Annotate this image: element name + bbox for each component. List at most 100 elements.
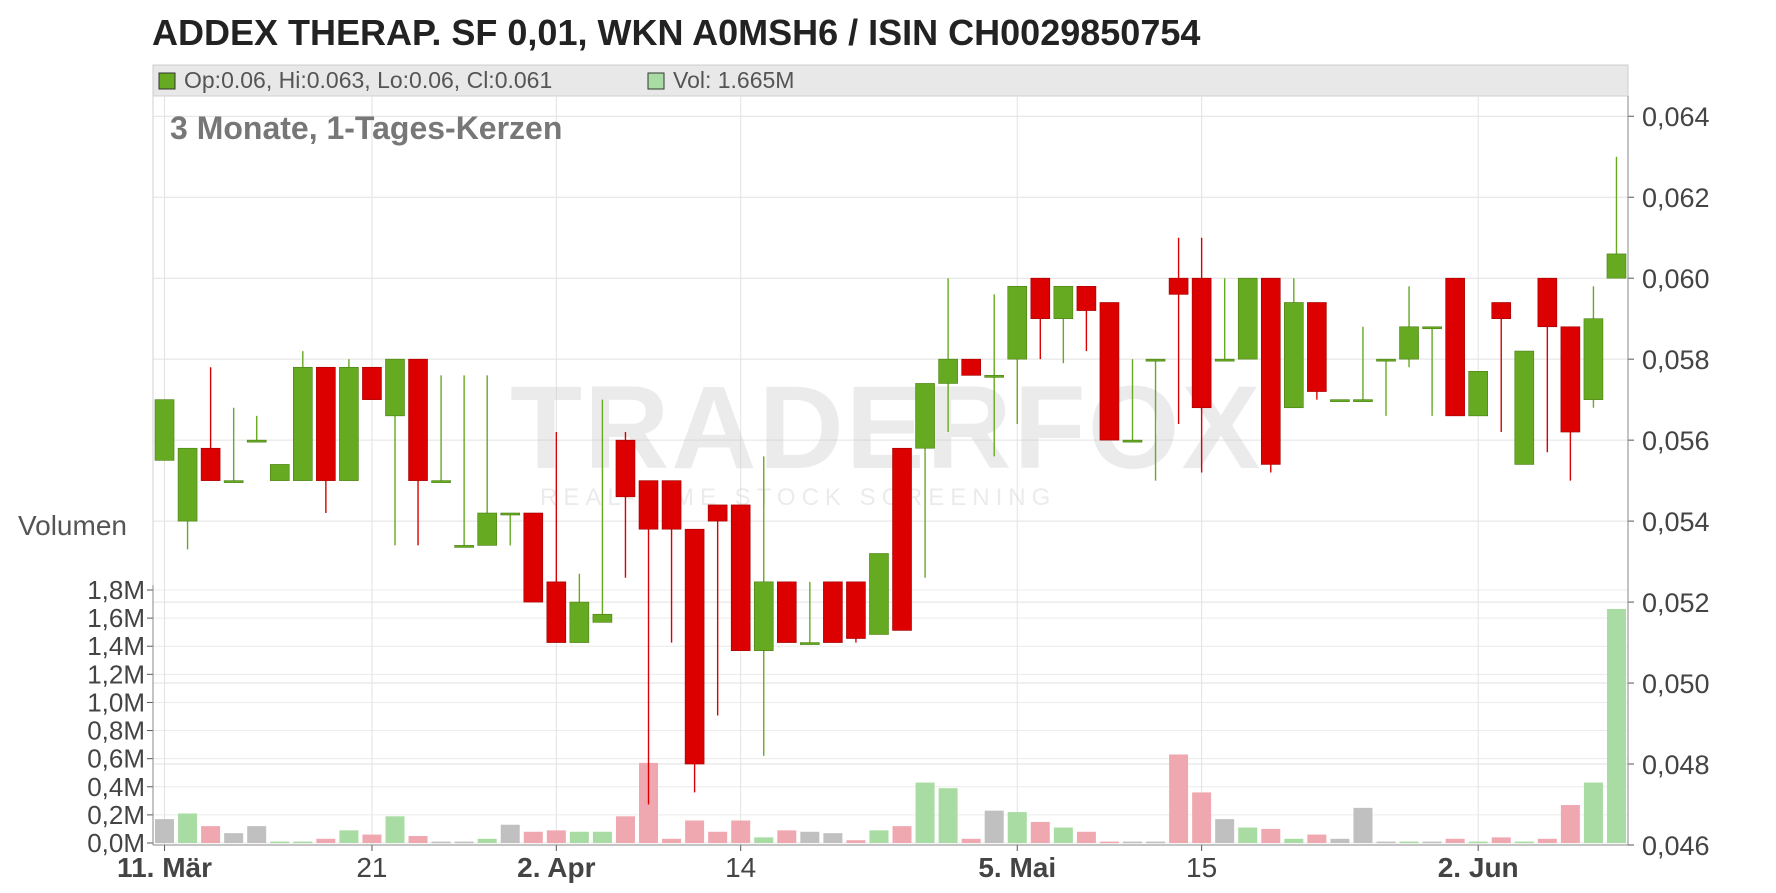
- price-tick-label: 0,046: [1642, 831, 1710, 861]
- candle-body-down: [615, 439, 636, 498]
- price-tick-label: 0,058: [1642, 345, 1710, 375]
- volume-bar: [362, 834, 382, 843]
- volume-bar: [1491, 837, 1511, 843]
- volume-bar: [731, 820, 751, 843]
- volume-bar: [869, 830, 889, 843]
- price-tick-label: 0,048: [1642, 750, 1710, 780]
- price-tick-label: 0,052: [1642, 588, 1710, 618]
- volume-bar: [1376, 841, 1396, 844]
- candle-body-up: [984, 375, 1005, 378]
- candle-body-up: [269, 464, 290, 481]
- candle-body-down: [1307, 302, 1327, 392]
- candle-body-up: [431, 480, 451, 483]
- volume-bar: [385, 816, 405, 843]
- volume-bar: [523, 831, 543, 843]
- candle-body-up: [246, 439, 267, 443]
- volume-bar: [316, 838, 336, 843]
- chart-subtitle: 3 Monate, 1-Tages-Kerzen: [170, 110, 562, 146]
- volume-bar: [339, 830, 359, 843]
- volume-tick-label: 0,4M: [87, 772, 145, 802]
- volume-axis-title: Volumen: [18, 510, 127, 541]
- legend-ohlc-text: Op:0.06, Hi:0.063, Lo:0.06, Cl:0.061: [184, 67, 552, 93]
- volume-bar: [1192, 792, 1212, 843]
- volume-bar: [178, 813, 198, 843]
- volume-bar: [961, 838, 981, 843]
- candle-body-down: [200, 447, 221, 481]
- volume-bar: [823, 833, 843, 843]
- volume-bar: [224, 833, 244, 843]
- legend-bar: [152, 64, 1629, 97]
- volume-bar: [938, 788, 958, 843]
- volume-bar: [546, 830, 566, 843]
- date-tick-label: 2. Apr: [517, 852, 595, 883]
- candle-body-up: [1583, 318, 1604, 400]
- candle-body-down: [362, 366, 382, 400]
- volume-bar: [477, 838, 497, 843]
- candle-body-down: [1491, 302, 1512, 319]
- candle-body-down: [823, 581, 843, 643]
- candle-body-down: [523, 512, 544, 603]
- candle-body-down: [316, 366, 336, 481]
- candle-body-up: [500, 512, 521, 516]
- price-tick-label: 0,056: [1642, 426, 1710, 456]
- candle-body-up: [454, 545, 474, 548]
- price-tick-label: 0,054: [1642, 507, 1710, 537]
- date-tick-label: 11. Mär: [117, 852, 212, 883]
- candle-body-down: [1260, 277, 1281, 465]
- candle-body-down: [1099, 302, 1120, 441]
- volume-bar: [1122, 841, 1142, 844]
- volume-bar: [408, 835, 428, 843]
- volume-bar: [201, 826, 221, 843]
- volume-bar: [454, 841, 474, 844]
- candle-body-down: [638, 480, 659, 530]
- volume-tick-label: 1,4M: [87, 631, 145, 661]
- volume-bar: [1030, 821, 1050, 843]
- candle-body-down: [1168, 277, 1189, 295]
- price-tick-label: 0,062: [1642, 183, 1710, 213]
- price-tick-label: 0,064: [1642, 102, 1710, 132]
- volume-bar: [569, 831, 589, 843]
- volume-bar: [1606, 608, 1626, 843]
- candle-body-up: [869, 553, 889, 635]
- candle-body-down: [892, 447, 912, 631]
- volume-bar: [846, 840, 866, 843]
- chart-title: ADDEX THERAP. SF 0,01, WKN A0MSH6 / ISIN…: [152, 12, 1200, 53]
- volume-bar: [500, 824, 520, 843]
- candle-body-down: [846, 581, 866, 639]
- volume-bar: [1399, 841, 1419, 844]
- candle-body-up: [1353, 399, 1373, 402]
- candle-body-up: [915, 383, 935, 449]
- candle-layer: [154, 156, 1627, 805]
- candle-body-up: [1053, 285, 1074, 319]
- candle-body-up: [154, 399, 175, 461]
- volume-bar: [1307, 834, 1327, 843]
- volume-tick-label: 1,2M: [87, 659, 145, 689]
- date-tick-label: 15: [1186, 852, 1217, 883]
- date-tick-label: 2. Jun: [1438, 852, 1519, 883]
- volume-bar: [1445, 838, 1465, 843]
- volume-tick-label: 1,8M: [87, 575, 145, 605]
- volume-bar: [1537, 838, 1557, 843]
- volume-bar: [1007, 812, 1027, 843]
- price-tick-label: 0,060: [1642, 264, 1710, 294]
- candle-body-up: [293, 366, 313, 481]
- volume-tick-label: 0,0M: [87, 828, 145, 858]
- volume-bar: [1146, 841, 1166, 844]
- volume-bar: [1261, 828, 1281, 843]
- candle-body-down: [1560, 326, 1581, 433]
- date-tick-label: 14: [725, 852, 756, 883]
- candle-body-up: [1514, 350, 1535, 465]
- candle-body-up: [938, 358, 958, 384]
- candle-body-up: [1284, 302, 1304, 409]
- legend-ohlc-swatch: [158, 72, 176, 90]
- candle-body-up: [385, 358, 405, 417]
- volume-bar: [708, 831, 728, 843]
- candle-body-down: [776, 581, 797, 643]
- candle-body-up: [1237, 277, 1258, 360]
- volume-bar: [431, 841, 451, 844]
- volume-bar: [800, 831, 820, 843]
- volume-bar: [1514, 841, 1534, 844]
- volume-bar: [984, 810, 1004, 843]
- volume-bar: [592, 831, 612, 843]
